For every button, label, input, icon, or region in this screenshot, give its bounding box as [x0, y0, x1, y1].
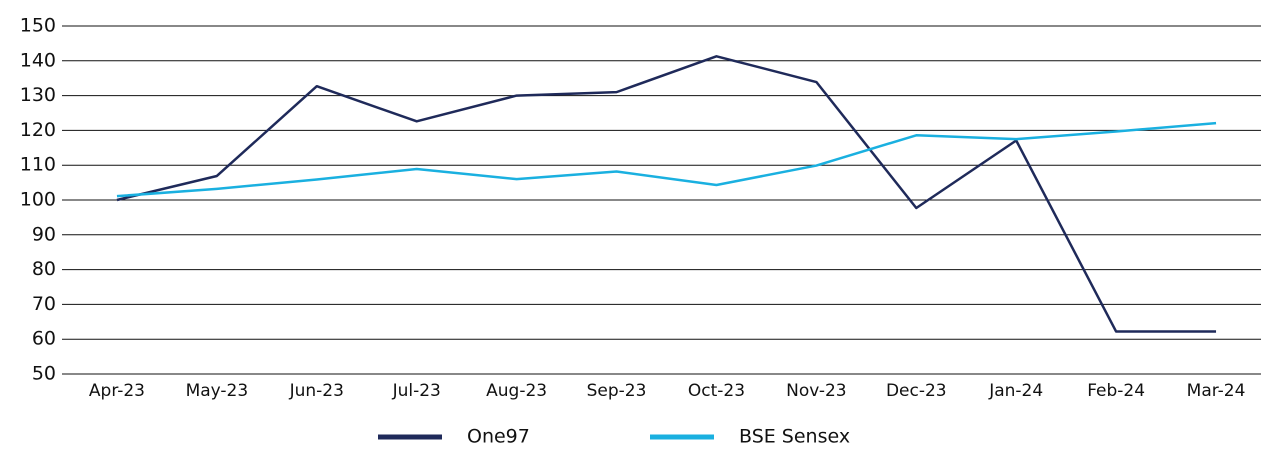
x-tick-label: May-23 [186, 381, 249, 401]
x-tick-label: Jun-23 [289, 381, 344, 401]
series-line [116, 121, 1217, 198]
x-tick-label: Jul-23 [392, 381, 441, 401]
series-line [116, 55, 1217, 333]
x-tick-label: Sep-23 [587, 381, 647, 401]
legend-label: BSE Sensex [739, 426, 850, 448]
x-tick-label: Aug-23 [486, 381, 547, 401]
y-tick-label: 100 [20, 189, 56, 211]
y-tick-label: 90 [32, 223, 56, 245]
y-tick-label: 120 [20, 119, 56, 141]
x-tick-label: Dec-23 [886, 381, 947, 401]
y-tick-label: 80 [32, 258, 56, 280]
y-tick-label: 70 [32, 293, 56, 315]
y-tick-label: 50 [32, 363, 56, 385]
x-tick-label: Nov-23 [786, 381, 847, 401]
x-tick-label: Mar-24 [1187, 381, 1246, 401]
y-tick-label: 140 [20, 49, 56, 71]
y-tick-label: 110 [20, 154, 56, 176]
y-tick-label: 150 [20, 15, 56, 37]
x-tick-label: Apr-23 [89, 381, 145, 401]
x-tick-label: Oct-23 [688, 381, 745, 401]
x-tick-label: Feb-24 [1087, 381, 1145, 401]
x-tick-label: Jan-24 [988, 381, 1043, 401]
y-tick-label: 60 [32, 328, 56, 350]
legend-label: One97 [467, 426, 530, 448]
y-tick-label: 130 [20, 84, 56, 106]
